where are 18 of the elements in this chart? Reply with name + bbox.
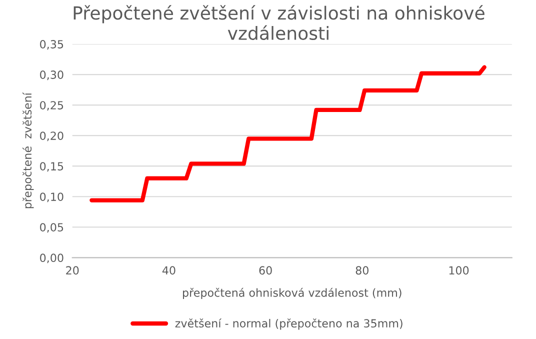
x-tick-label: 60 — [259, 266, 272, 275]
x-axis-title: přepočtená ohnisková vzdálenost (mm) — [182, 288, 402, 300]
legend-label: zvětšení - normal (přepočteno na 35mm) — [175, 318, 402, 330]
y-axis-title: přepočtené zvětšení — [22, 92, 34, 208]
y-tick-label: 0,15 — [40, 162, 64, 172]
y-tick-label: 0,35 — [40, 40, 64, 50]
y-tick-label: 0,10 — [40, 192, 64, 202]
y-tick-label: 0,05 — [40, 223, 64, 233]
x-tick-label: 20 — [66, 266, 79, 275]
y-tick-label: 0,00 — [40, 254, 64, 264]
y-tick-label: 0,20 — [40, 132, 64, 142]
chart-title: Přepočtené zvětšení v závislosti na ohniskové vzdálenosti — [74, 5, 484, 40]
x-tick-label: 40 — [162, 266, 176, 275]
x-tick-label: 100 — [449, 266, 469, 275]
x-tick-label: 80 — [356, 266, 368, 275]
line-series — [90, 65, 486, 202]
y-tick-label: 0,25 — [40, 101, 64, 111]
y-tick-label: 0,30 — [40, 70, 64, 80]
